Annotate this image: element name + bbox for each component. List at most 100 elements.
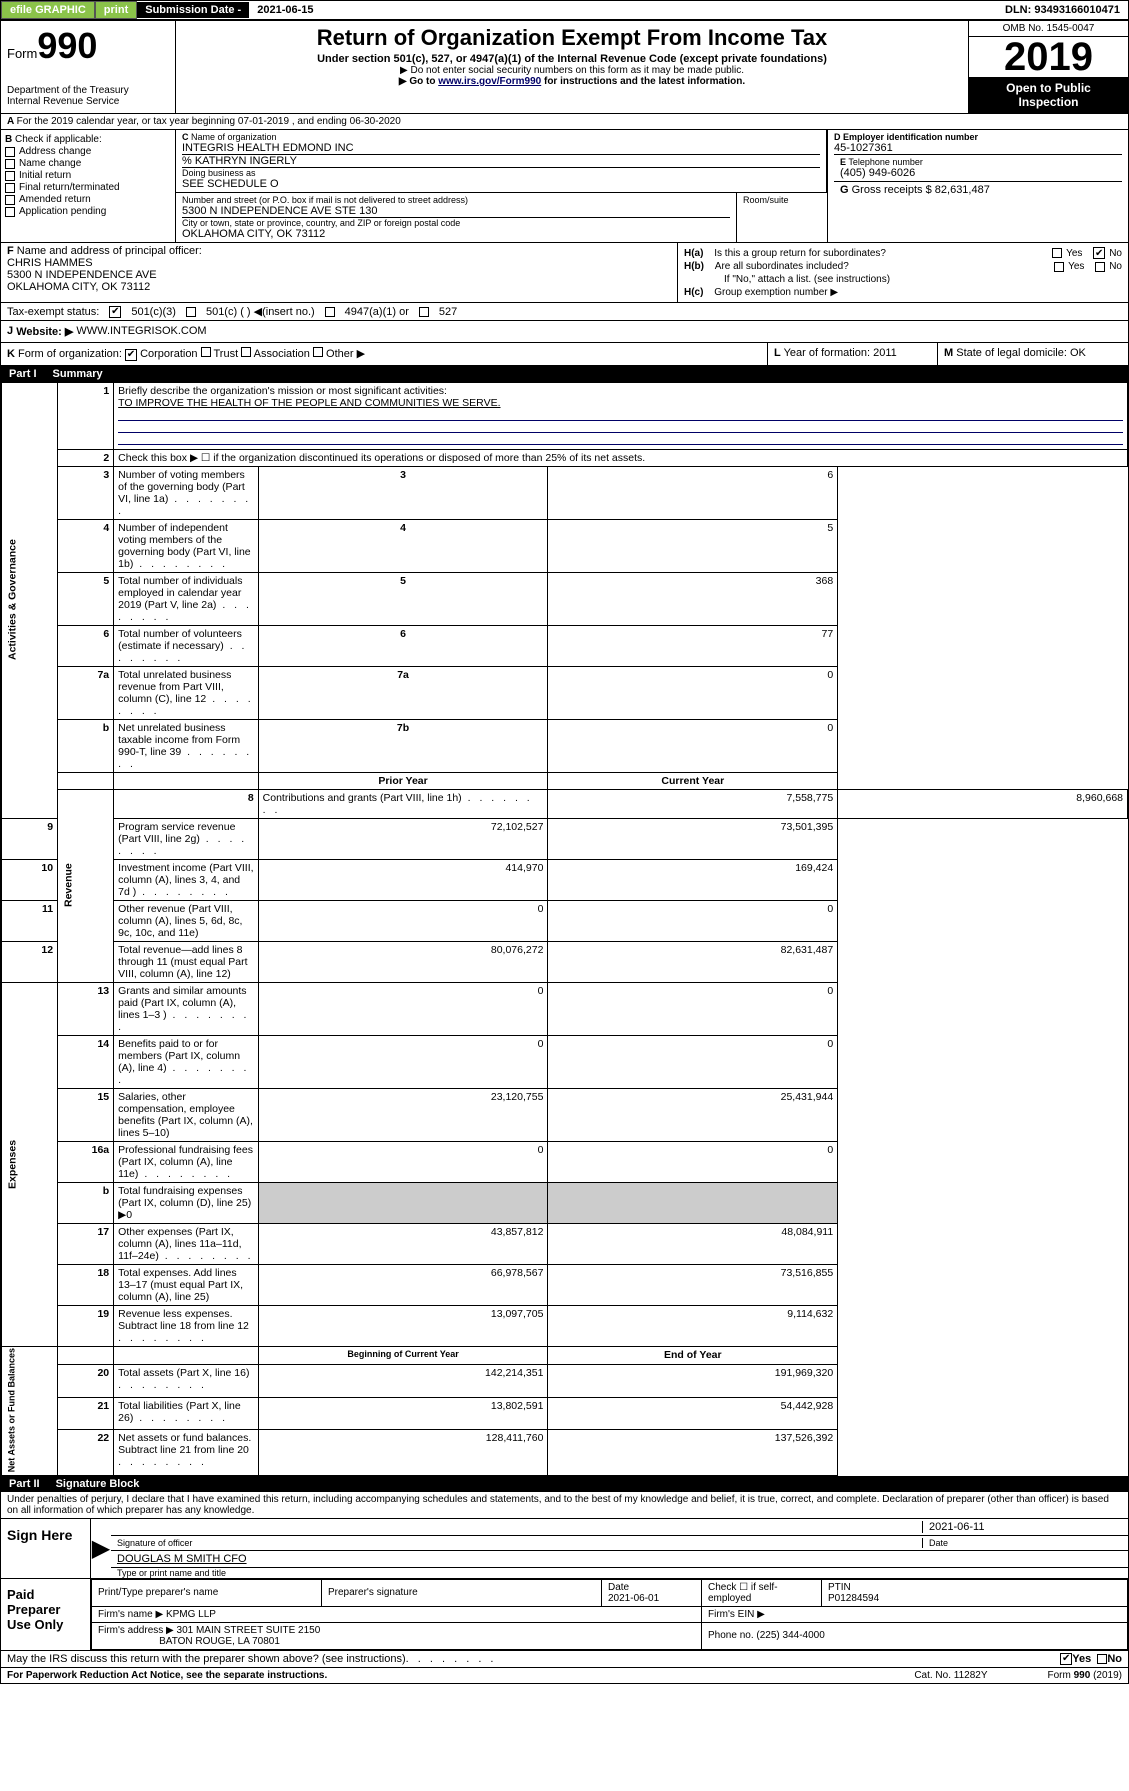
line-13: Grants and similar amounts paid (Part IX… bbox=[114, 982, 259, 1035]
mission-answer: TO IMPROVE THE HEALTH OF THE PEOPLE AND … bbox=[118, 397, 500, 409]
sign-arrow-icon: ▶ bbox=[91, 1519, 111, 1578]
preparer-name-header: Print/Type preparer's name bbox=[92, 1579, 322, 1606]
line-15: Salaries, other compensation, employee b… bbox=[114, 1088, 259, 1141]
firm-addr1: 301 MAIN STREET SUITE 2150 bbox=[177, 1625, 321, 1636]
ptin-value: P01284594 bbox=[828, 1593, 879, 1604]
print-button[interactable]: print bbox=[95, 1, 137, 19]
part-ii-title: Signature Block bbox=[56, 1478, 140, 1490]
hb-yes-checkbox[interactable] bbox=[1054, 262, 1064, 272]
vert-net-assets: Net Assets or Fund Balances bbox=[2, 1346, 58, 1475]
form-number: 990 bbox=[37, 25, 97, 66]
hb-note: If "No," attach a list. (see instruction… bbox=[724, 274, 1122, 285]
line-18-cy: 73,516,855 bbox=[548, 1264, 838, 1305]
prep-date: 2021-06-01 bbox=[608, 1593, 659, 1604]
501c3-checkbox[interactable]: ✔ bbox=[109, 306, 121, 318]
firm-name: KPMG LLP bbox=[166, 1609, 216, 1620]
form-container: Form990 Department of the Treasury Inter… bbox=[0, 20, 1129, 1684]
line-20-py: 142,214,351 bbox=[258, 1365, 548, 1397]
line-12-py: 80,076,272 bbox=[258, 941, 548, 982]
irs-link[interactable]: www.irs.gov/Form990 bbox=[438, 76, 541, 87]
address-change-checkbox[interactable] bbox=[5, 147, 15, 157]
prep-date-header: Date bbox=[608, 1582, 629, 1593]
preparer-sig-header: Preparer's signature bbox=[322, 1579, 602, 1606]
goto-suffix: for instructions and the latest informat… bbox=[541, 76, 745, 87]
current-year-header: Current Year bbox=[548, 772, 838, 789]
dba-value: SEE SCHEDULE O bbox=[182, 178, 820, 190]
firm-addr2: BATON ROUGE, LA 70801 bbox=[159, 1636, 280, 1647]
mission-question: Briefly describe the organization's miss… bbox=[118, 385, 447, 397]
line-20: Total assets (Part X, line 16) bbox=[114, 1365, 259, 1397]
vert-revenue: Revenue bbox=[58, 789, 114, 982]
opt-corp: Corporation bbox=[140, 348, 197, 360]
501c-checkbox[interactable] bbox=[186, 307, 196, 317]
amended-return-label: Amended return bbox=[19, 194, 91, 205]
4947-checkbox[interactable] bbox=[325, 307, 335, 317]
officer-addr2: OKLAHOMA CITY, OK 73112 bbox=[7, 281, 671, 293]
application-pending-checkbox[interactable] bbox=[5, 207, 15, 217]
room-label: Room/suite bbox=[743, 195, 821, 205]
part-ii-num: Part II bbox=[9, 1478, 40, 1490]
discuss-no-checkbox[interactable] bbox=[1097, 1654, 1107, 1664]
tax-exempt-label: Tax-exempt status: bbox=[7, 306, 99, 318]
gross-receipts-value: 82,631,487 bbox=[935, 184, 990, 196]
part-i-num: Part I bbox=[9, 368, 37, 380]
website-value: WWW.INTEGRISOK.COM bbox=[76, 325, 206, 338]
year-formation-label: Year of formation: bbox=[784, 347, 870, 359]
dept-treasury: Department of the Treasury bbox=[7, 85, 169, 96]
assoc-checkbox[interactable] bbox=[241, 347, 251, 357]
officer-label: Name and address of principal officer: bbox=[17, 245, 202, 257]
line-6-value: 77 bbox=[548, 625, 838, 666]
amended-return-checkbox[interactable] bbox=[5, 195, 15, 205]
ha-no-checkbox[interactable]: ✔ bbox=[1093, 247, 1105, 259]
city-state-zip: OKLAHOMA CITY, OK 73112 bbox=[182, 228, 730, 240]
hb-no-checkbox[interactable] bbox=[1095, 262, 1105, 272]
line-3-value: 6 bbox=[548, 466, 838, 519]
pra-notice: For Paperwork Reduction Act Notice, see … bbox=[7, 1670, 327, 1681]
officer-addr1: 5300 N INDEPENDENCE AVE bbox=[7, 269, 671, 281]
name-change-checkbox[interactable] bbox=[5, 159, 15, 169]
open-public-1: Open to Public bbox=[969, 81, 1128, 95]
form-footer: 990 bbox=[1074, 1670, 1091, 1681]
527-checkbox[interactable] bbox=[419, 307, 429, 317]
line-21-cy: 54,442,928 bbox=[548, 1397, 838, 1429]
line-12: Total revenue—add lines 8 through 11 (mu… bbox=[114, 941, 259, 982]
trust-checkbox[interactable] bbox=[201, 347, 211, 357]
dba-label: Doing business as bbox=[182, 167, 820, 178]
final-return-checkbox[interactable] bbox=[5, 183, 15, 193]
line-17-py: 43,857,812 bbox=[258, 1223, 548, 1264]
domicile-value: OK bbox=[1070, 347, 1086, 359]
efile-button[interactable]: efile GRAPHIC bbox=[1, 1, 95, 19]
ein-label: Employer identification number bbox=[843, 132, 978, 142]
line-17-cy: 48,084,911 bbox=[548, 1223, 838, 1264]
ha-yes-checkbox[interactable] bbox=[1052, 248, 1062, 258]
part-i-title: Summary bbox=[53, 368, 103, 380]
discuss-yes-checkbox[interactable]: ✔ bbox=[1060, 1653, 1072, 1665]
form-title: Return of Organization Exempt From Incom… bbox=[182, 25, 962, 51]
other-checkbox[interactable] bbox=[313, 347, 323, 357]
line-3: Number of voting members of the governin… bbox=[114, 466, 259, 519]
goto-prefix: ▶ Go to bbox=[399, 76, 438, 87]
line-15-py: 23,120,755 bbox=[258, 1088, 548, 1141]
line-4-value: 5 bbox=[548, 519, 838, 572]
line-5-value: 368 bbox=[548, 572, 838, 625]
line-16a-py: 0 bbox=[258, 1141, 548, 1182]
line-14-py: 0 bbox=[258, 1035, 548, 1088]
sig-officer-label: Signature of officer bbox=[117, 1538, 922, 1548]
line-10-cy: 169,424 bbox=[548, 859, 838, 900]
line-5: Total number of individuals employed in … bbox=[114, 572, 259, 625]
initial-return-label: Initial return bbox=[19, 170, 71, 181]
opt-assoc: Association bbox=[254, 348, 310, 360]
line-9: Program service revenue (Part VIII, line… bbox=[114, 818, 259, 859]
tax-year-range: For the 2019 calendar year, or tax year … bbox=[17, 116, 401, 127]
opt-501c: 501(c) ( ) ◀(insert no.) bbox=[206, 305, 315, 318]
officer-typed-name: DOUGLAS M SMITH CFO bbox=[117, 1553, 247, 1565]
corp-checkbox[interactable]: ✔ bbox=[125, 349, 137, 361]
initial-return-checkbox[interactable] bbox=[5, 171, 15, 181]
check-applicable-label: Check if applicable: bbox=[15, 134, 102, 145]
vert-expenses: Expenses bbox=[2, 982, 58, 1346]
open-public-2: Inspection bbox=[969, 95, 1128, 109]
ptin-header: PTIN bbox=[828, 1582, 851, 1593]
summary-table: Activities & Governance 1 Briefly descri… bbox=[1, 382, 1128, 1476]
line-7b: Net unrelated business taxable income fr… bbox=[114, 719, 259, 772]
date-label: Date bbox=[922, 1538, 1122, 1548]
